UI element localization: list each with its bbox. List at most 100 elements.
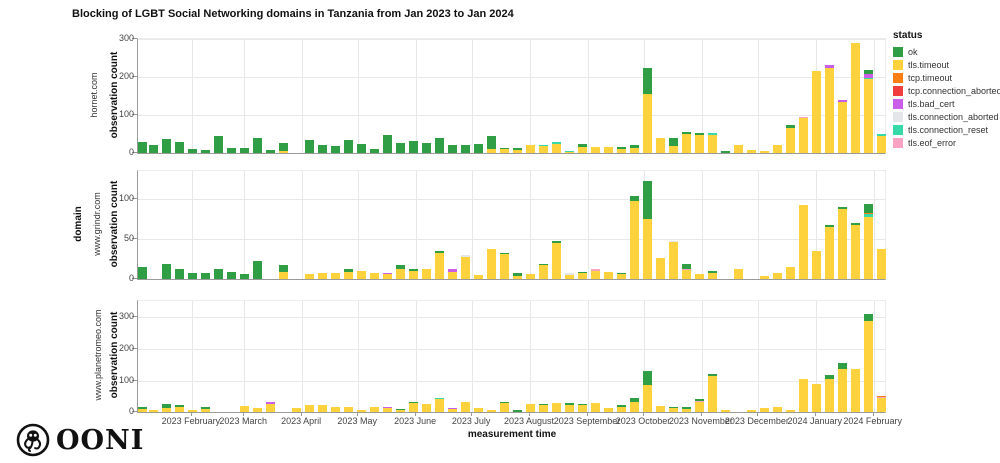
bar-segment-tls.timeout[interactable] (825, 378, 834, 412)
bar-segment-ok[interactable] (630, 397, 639, 402)
bar-segment-ok[interactable] (331, 146, 340, 153)
bar-segment-tls.timeout[interactable] (487, 248, 496, 279)
bar-segment-tls.bad_cert[interactable] (383, 406, 392, 408)
bar-segment-ok[interactable] (227, 271, 236, 279)
bar-segment-ok[interactable] (279, 264, 288, 272)
bar-segment-tls.timeout[interactable] (487, 149, 496, 153)
bar-segment-tls.timeout[interactable] (578, 147, 587, 153)
bar-segment-tls.timeout[interactable] (409, 271, 418, 279)
bar-segment-tls.timeout[interactable] (825, 227, 834, 279)
bar-segment-tls.timeout[interactable] (487, 410, 496, 412)
bar-segment-tls.connection_reset[interactable] (877, 134, 886, 136)
bar-segment-tls.timeout[interactable] (669, 242, 678, 279)
bar-segment-tls.eof_error[interactable] (682, 268, 691, 271)
bar-segment-ok[interactable] (396, 265, 405, 270)
bar-segment-ok[interactable] (409, 269, 418, 271)
bar-segment-tls.timeout[interactable] (474, 407, 483, 412)
bar-segment-tls.timeout[interactable] (838, 369, 847, 412)
bar-segment-ok[interactable] (578, 403, 587, 406)
bar-segment-ok[interactable] (138, 142, 147, 153)
bar-segment-tls.timeout[interactable] (539, 146, 548, 153)
bar-segment-tls.eof_error[interactable] (799, 116, 808, 118)
bar-segment-tls.connection_reset[interactable] (552, 142, 561, 144)
bar-segment-ok[interactable] (630, 195, 639, 201)
bar-segment-tls.timeout[interactable] (812, 71, 821, 153)
bar-segment-ok[interactable] (617, 405, 626, 407)
bar-segment-ok[interactable] (188, 272, 197, 279)
bar-segment-tls.timeout[interactable] (266, 403, 275, 412)
bar-segment-tls.timeout[interactable] (760, 275, 769, 279)
bar-segment-tls.timeout[interactable] (331, 407, 340, 412)
bar-segment-ok[interactable] (201, 406, 210, 409)
bar-segment-tls.timeout[interactable] (695, 274, 704, 279)
bar-segment-tls.timeout[interactable] (396, 410, 405, 412)
bar-segment-tls.timeout[interactable] (786, 128, 795, 153)
bar-segment-ok[interactable] (864, 203, 873, 213)
bar-segment-tls.timeout[interactable] (279, 271, 288, 279)
bar-segment-tls.timeout[interactable] (305, 274, 314, 279)
bar-segment-ok[interactable] (175, 142, 184, 153)
bar-segment-ok[interactable] (838, 363, 847, 370)
bar-segment-tls.timeout[interactable] (773, 407, 782, 412)
bar-segment-tls.timeout[interactable] (630, 200, 639, 279)
bar-segment-tls.timeout[interactable] (149, 409, 158, 412)
bar-segment-tls.timeout[interactable] (708, 376, 717, 412)
bar-segment-ok[interactable] (162, 138, 171, 153)
bar-segment-ok[interactable] (617, 272, 626, 275)
bar-segment-ok[interactable] (370, 148, 379, 153)
bar-segment-tls.timeout[interactable] (786, 267, 795, 279)
bar-segment-tls.timeout[interactable] (435, 399, 444, 412)
bar-segment-tls.timeout[interactable] (656, 258, 665, 279)
bar-segment-tls.timeout[interactable] (435, 253, 444, 279)
bar-segment-tls.eof_error[interactable] (695, 401, 704, 403)
bar-segment-tls.timeout[interactable] (604, 407, 613, 412)
bar-segment-tls.timeout[interactable] (383, 274, 392, 279)
bar-segment-tls.timeout[interactable] (422, 403, 431, 412)
bar-segment-ok[interactable] (643, 181, 652, 219)
bar-segment-tls.connection_reset[interactable] (435, 398, 444, 400)
bar-segment-tls.bad_cert[interactable] (383, 272, 392, 275)
bar-segment-tls.timeout[interactable] (461, 401, 470, 412)
bar-segment-tls.timeout[interactable] (370, 272, 379, 279)
bar-segment-tls.timeout[interactable] (240, 406, 249, 412)
bar-segment-ok[interactable] (786, 125, 795, 129)
bar-segment-tls.timeout[interactable] (643, 94, 652, 153)
bar-segment-ok[interactable] (474, 143, 483, 153)
bar-segment-ok[interactable] (175, 268, 184, 279)
bar-segment-ok[interactable] (708, 373, 717, 377)
bar-segment-tls.connection_aborted[interactable] (565, 273, 574, 275)
bar-segment-tls.timeout[interactable] (734, 268, 743, 279)
bar-segment-ok[interactable] (149, 144, 158, 153)
bar-segment-tls.timeout[interactable] (474, 275, 483, 279)
bar-segment-tls.connection_aborted[interactable] (461, 255, 470, 257)
bar-segment-tls.timeout[interactable] (799, 205, 808, 279)
bar-segment-tls.timeout[interactable] (357, 409, 366, 412)
bar-segment-ok[interactable] (825, 224, 834, 227)
bar-segment-ok[interactable] (682, 132, 691, 134)
bar-segment-ok[interactable] (578, 144, 587, 148)
bar-segment-tls.timeout[interactable] (851, 42, 860, 153)
bar-segment-ok[interactable] (513, 148, 522, 150)
bar-segment-tls.timeout[interactable] (565, 404, 574, 412)
bar-segment-tls.connection_reset[interactable] (864, 77, 873, 79)
bar-segment-ok[interactable] (864, 314, 873, 321)
bar-segment-tls.timeout[interactable] (279, 151, 288, 153)
bar-segment-tls.timeout[interactable] (825, 67, 834, 153)
bar-segment-tls.timeout[interactable] (643, 219, 652, 279)
bar-segment-tls.timeout[interactable] (370, 407, 379, 412)
bar-segment-tls.timeout[interactable] (578, 405, 587, 412)
bar-segment-tls.timeout[interactable] (396, 269, 405, 279)
bar-segment-ok[interactable] (253, 261, 262, 279)
bar-segment-tls.timeout[interactable] (656, 137, 665, 153)
bar-segment-tls.timeout[interactable] (292, 407, 301, 412)
bar-segment-ok[interactable] (851, 223, 860, 225)
bar-segment-ok[interactable] (721, 151, 730, 153)
bar-segment-ok[interactable] (630, 144, 639, 149)
bar-segment-tls.timeout[interactable] (552, 243, 561, 279)
bar-segment-ok[interactable] (409, 141, 418, 153)
bar-segment-tls.bad_cert[interactable] (448, 407, 457, 410)
bar-segment-tls.timeout[interactable] (253, 407, 262, 412)
bar-segment-ok[interactable] (240, 147, 249, 153)
bar-segment-tls.timeout[interactable] (682, 270, 691, 279)
bar-segment-ok[interactable] (201, 150, 210, 153)
